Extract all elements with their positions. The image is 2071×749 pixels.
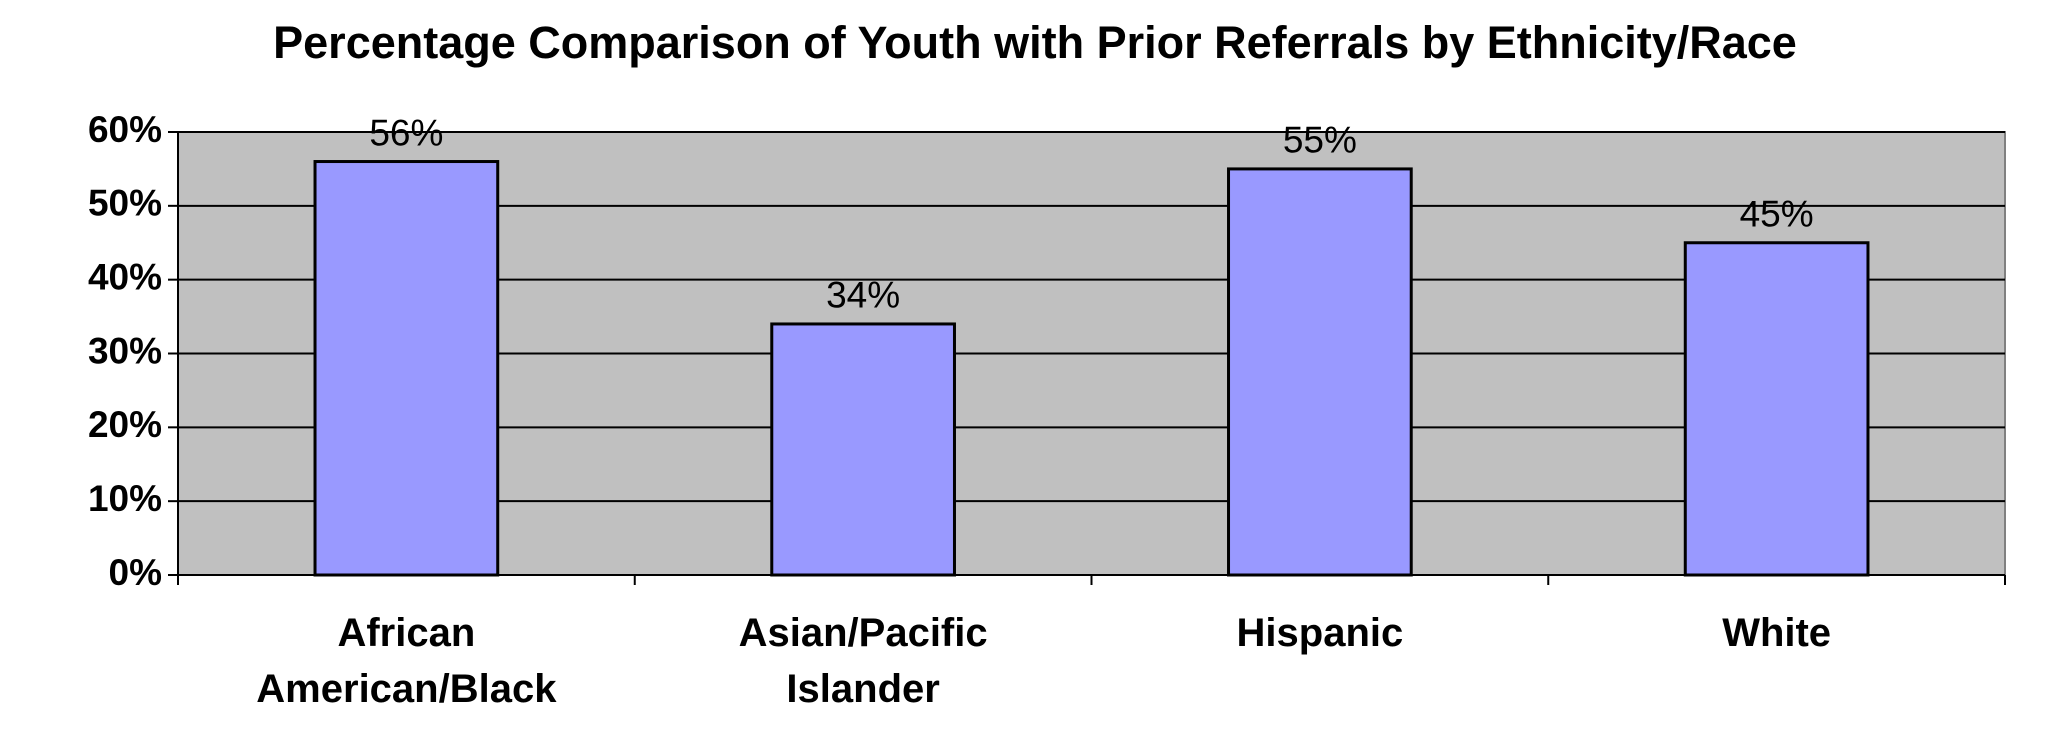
x-tick-label: Asian/Pacific Islander: [738, 611, 988, 711]
y-tick-label: 20%: [88, 404, 162, 445]
value-label: 55%: [1283, 120, 1357, 161]
y-tick-label: 50%: [88, 183, 162, 224]
chart-title: Percentage Comparison of Youth with Prio…: [273, 17, 1797, 68]
value-label: 34%: [826, 275, 900, 316]
x-tick-label: Hispanic: [1236, 611, 1404, 655]
y-tick-label: 40%: [88, 256, 162, 297]
x-tick-label: White: [1722, 611, 1832, 655]
y-tick-label: 0%: [109, 552, 162, 593]
bar: [1683, 241, 1870, 577]
y-tick-label: 30%: [88, 330, 162, 371]
y-tick-label: 10%: [88, 478, 162, 519]
x-tick-label: African American/Black: [256, 611, 557, 711]
value-label: 45%: [1740, 194, 1814, 235]
bar: [770, 322, 956, 577]
value-label: 56%: [369, 112, 443, 153]
y-tick-label: 60%: [88, 109, 162, 150]
bar: [313, 160, 500, 577]
bar: [1227, 167, 1413, 577]
